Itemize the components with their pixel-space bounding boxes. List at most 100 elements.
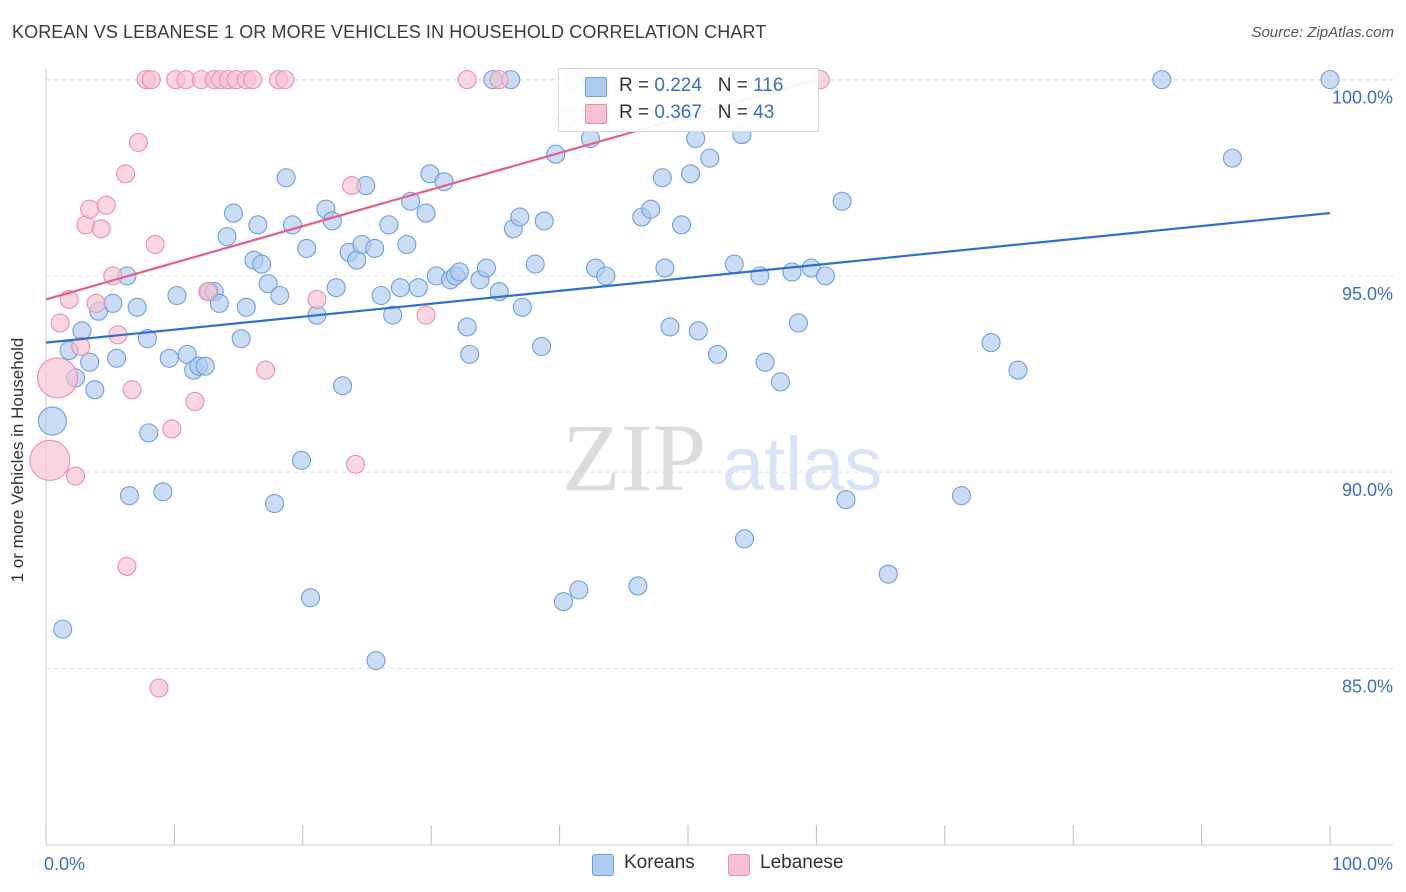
grid-layer	[46, 79, 1393, 669]
x-tick-label-min: 0.0%	[44, 854, 85, 874]
korean-point	[195, 356, 215, 376]
korean-point	[85, 380, 105, 400]
korean-point	[734, 529, 755, 549]
korean-point	[53, 619, 73, 639]
lebanese-point	[307, 289, 327, 309]
korean-point	[209, 293, 229, 313]
lebanese-point	[141, 70, 161, 90]
korean-point	[300, 588, 321, 608]
korean-point	[236, 297, 256, 317]
lebanese-point	[162, 419, 182, 439]
korean-point	[322, 211, 342, 231]
korean-point	[788, 313, 808, 333]
korean-point	[510, 207, 530, 227]
korean-point	[258, 274, 278, 294]
korean-n-value: 116	[753, 75, 784, 96]
lebanese-point	[103, 266, 123, 286]
lebanese-point	[243, 70, 263, 90]
korean-point	[770, 372, 790, 392]
korean-point	[231, 329, 251, 349]
legend-lebanese-swatch	[728, 854, 750, 876]
lebanese-point	[275, 70, 295, 90]
lebanese-point	[149, 678, 169, 698]
korean-point	[397, 234, 417, 255]
korean-point	[553, 592, 574, 612]
legend-koreans-label: Koreans	[624, 852, 695, 873]
y-tick-label: 95.0%	[1342, 284, 1393, 304]
watermark: ZIP atlas	[562, 404, 882, 511]
tick-label-layer: 85.0% 90.0% 95.0% 100.0% 0.0% 100.0%	[44, 88, 1393, 874]
lebanese-point	[145, 234, 165, 255]
korean-point	[217, 227, 237, 247]
korean-point	[223, 203, 244, 223]
lebanese-point	[185, 391, 205, 412]
korean-point	[815, 266, 835, 286]
korean-point	[37, 406, 67, 436]
korean-r-label: R =	[619, 75, 655, 96]
axis-layer	[45, 68, 1393, 846]
lebanese-point	[117, 556, 137, 576]
korean-point	[365, 238, 385, 258]
korean-point	[1320, 70, 1340, 90]
korean-point	[416, 203, 436, 223]
korean-swatch	[585, 77, 607, 97]
korean-point	[700, 148, 720, 168]
korean-point	[672, 215, 692, 235]
lebanese-point	[96, 195, 116, 215]
korean-point	[596, 266, 616, 286]
lebanese-point	[91, 219, 111, 239]
watermark-atlas: atlas	[722, 422, 883, 507]
korean-point	[276, 168, 296, 188]
korean-point	[297, 238, 317, 258]
korean-point	[371, 285, 391, 306]
korean-point	[153, 482, 173, 502]
korean-point	[248, 215, 268, 235]
korean-point	[127, 297, 147, 317]
lebanese-point	[116, 164, 136, 184]
y-tick-label: 100.0%	[1332, 88, 1393, 108]
watermark-zip: ZIP	[562, 404, 706, 511]
lebanese-point	[65, 466, 86, 486]
korean-point	[379, 215, 399, 235]
korean-point	[655, 258, 675, 278]
x-tick-label-max: 100.0%	[1332, 854, 1393, 874]
korean-point	[832, 191, 852, 211]
korean-point	[724, 254, 744, 274]
korean-point	[457, 317, 477, 337]
korean-point	[449, 262, 469, 282]
korean-point	[390, 278, 410, 298]
lebanese-point	[29, 439, 71, 481]
korean-trend-line	[45, 211, 1331, 344]
y-tick-label: 85.0%	[1342, 676, 1393, 696]
korean-point	[688, 321, 708, 341]
korean-point	[878, 564, 898, 584]
lebanese-point	[50, 313, 70, 333]
points-layer	[29, 70, 1340, 698]
korean-point	[137, 329, 157, 349]
korean-n-label: N =	[717, 75, 754, 96]
korean-point	[291, 450, 312, 470]
korean-point	[80, 352, 100, 372]
korean-point	[681, 164, 701, 184]
lebanese-point	[342, 176, 362, 196]
lebanese-swatch	[585, 104, 607, 124]
korean-point	[652, 168, 672, 188]
lebanese-n-label: N =	[717, 102, 754, 123]
legend-lebanese-label: Lebanese	[760, 852, 844, 873]
y-tick-label: 90.0%	[1342, 480, 1393, 500]
lebanese-point	[489, 70, 509, 90]
chart-source: Source: ZipAtlas.com	[1251, 24, 1394, 41]
lebanese-point	[256, 360, 276, 380]
lebanese-r-value: 0.367	[654, 102, 702, 123]
korean-point	[1222, 148, 1242, 168]
korean-point	[252, 254, 272, 274]
lebanese-point	[71, 336, 91, 357]
korean-point	[628, 576, 648, 596]
korean-point	[326, 278, 346, 298]
lebanese-n-value: 43	[753, 102, 775, 123]
korean-point	[641, 199, 661, 219]
korean-point	[755, 352, 775, 372]
korean-point	[686, 128, 706, 149]
korean-point	[476, 258, 496, 278]
